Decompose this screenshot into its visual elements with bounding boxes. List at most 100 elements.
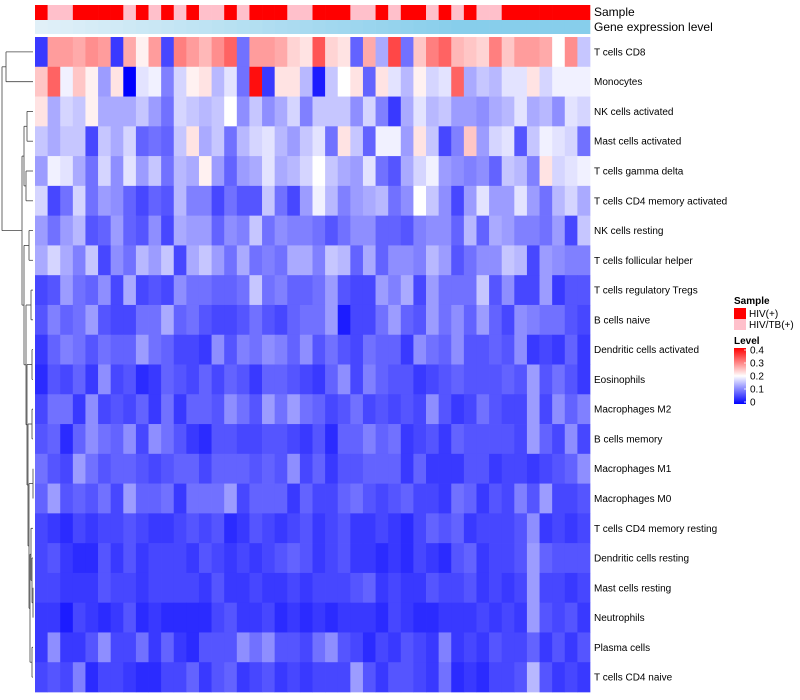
heatmap-cell bbox=[476, 304, 490, 336]
heatmap-cell bbox=[312, 96, 326, 127]
sample-annotation-cell bbox=[400, 5, 414, 20]
row-label: T cells regulatory Tregs bbox=[594, 286, 698, 297]
heatmap-cell bbox=[438, 543, 452, 574]
heatmap-cell bbox=[426, 364, 439, 395]
heatmap-cell bbox=[539, 394, 553, 425]
gene-expression-annotation-cell bbox=[539, 20, 553, 34]
heatmap-cell bbox=[463, 483, 477, 514]
heatmap-cell bbox=[388, 275, 402, 306]
heatmap-cell bbox=[312, 304, 326, 336]
heatmap-cell bbox=[85, 96, 99, 127]
heatmap-cell bbox=[325, 304, 339, 336]
heatmap-cell bbox=[388, 215, 402, 246]
heatmap-cell bbox=[262, 572, 276, 604]
heatmap-cell bbox=[161, 215, 175, 246]
heatmap-cell bbox=[287, 394, 301, 425]
heatmap-cell bbox=[135, 37, 149, 68]
legend-colorbar bbox=[734, 348, 746, 404]
heatmap-cell bbox=[400, 215, 414, 246]
gene-expression-annotation-cell bbox=[249, 20, 263, 34]
heatmap-cell bbox=[514, 453, 528, 484]
heatmap-cell bbox=[211, 304, 225, 336]
heatmap-cell bbox=[198, 662, 212, 693]
sample-annotation-cell bbox=[72, 5, 86, 20]
row-labels: T cells CD8 Monocytes NK cells activated Ma… bbox=[594, 47, 727, 683]
heatmap-cell bbox=[413, 215, 427, 246]
heatmap-cell bbox=[148, 662, 162, 693]
heatmap-cell bbox=[123, 275, 137, 306]
heatmap-cell bbox=[135, 394, 149, 425]
heatmap-cell bbox=[388, 453, 402, 484]
heatmap-cell bbox=[123, 543, 137, 574]
heatmap-cell bbox=[98, 424, 112, 455]
heatmap-cell bbox=[388, 364, 402, 395]
heatmap-cell bbox=[60, 364, 74, 395]
heatmap-cell bbox=[85, 602, 99, 633]
heatmap-cell bbox=[564, 37, 578, 68]
heatmap-cell bbox=[312, 185, 326, 216]
heatmap-cell bbox=[388, 572, 402, 604]
heatmap-cell bbox=[539, 215, 553, 246]
heatmap-cell bbox=[451, 543, 465, 574]
heatmap-cell bbox=[552, 632, 566, 663]
heatmap-cell bbox=[186, 394, 200, 425]
sample-annotation-cell bbox=[312, 5, 326, 20]
heatmap-cell bbox=[60, 126, 74, 157]
heatmap-cell bbox=[350, 602, 364, 633]
gene-expression-annotation-cell bbox=[463, 20, 477, 34]
heatmap-cell bbox=[85, 513, 99, 544]
heatmap-cell bbox=[148, 37, 162, 68]
heatmap-cell bbox=[476, 245, 490, 276]
row-dendrogram bbox=[1, 51, 34, 678]
sample-annotation-bar bbox=[35, 5, 591, 20]
heatmap-cells bbox=[35, 37, 591, 693]
heatmap-cell bbox=[564, 572, 578, 604]
heatmap-cell bbox=[47, 543, 61, 574]
heatmap-cell bbox=[161, 424, 175, 455]
heatmap-cell bbox=[526, 543, 540, 574]
heatmap-cell bbox=[72, 602, 86, 633]
legend-hiv-swatch bbox=[734, 308, 746, 319]
heatmap-cell bbox=[60, 66, 74, 97]
heatmap-cell bbox=[287, 275, 301, 306]
heatmap-cell bbox=[35, 156, 48, 187]
heatmap-cell bbox=[274, 156, 288, 187]
heatmap-cell bbox=[287, 483, 301, 514]
heatmap-cell bbox=[148, 394, 162, 425]
heatmap-cell bbox=[299, 424, 313, 455]
row-label: Mast cells resting bbox=[594, 583, 671, 594]
heatmap-cell bbox=[148, 364, 162, 395]
heatmap-cell bbox=[173, 364, 187, 395]
heatmap-cell bbox=[135, 483, 149, 514]
sample-annotation-cell bbox=[299, 5, 313, 20]
heatmap-cell bbox=[72, 156, 86, 187]
heatmap-cell bbox=[287, 543, 301, 574]
heatmap-cell bbox=[489, 304, 503, 336]
heatmap-cell bbox=[211, 543, 225, 574]
heatmap-cell bbox=[47, 156, 61, 187]
heatmap-cell bbox=[312, 513, 326, 544]
sample-annotation-cell bbox=[577, 5, 591, 20]
heatmap-cell bbox=[400, 334, 414, 365]
sample-annotation-cell bbox=[161, 5, 175, 20]
heatmap-cell bbox=[72, 632, 86, 663]
heatmap-cell bbox=[110, 334, 124, 365]
heatmap-cell bbox=[224, 543, 238, 574]
heatmap-cell bbox=[552, 483, 566, 514]
row-label: T cells CD4 memory resting bbox=[594, 524, 717, 535]
heatmap-cell bbox=[476, 572, 490, 604]
heatmap-cell bbox=[514, 483, 528, 514]
heatmap-cell bbox=[564, 245, 578, 276]
heatmap-cell bbox=[123, 632, 137, 663]
heatmap-cell bbox=[337, 513, 351, 544]
heatmap-cell bbox=[564, 185, 578, 216]
heatmap-cell bbox=[299, 572, 313, 604]
heatmap-cell bbox=[426, 185, 439, 216]
heatmap-cell bbox=[35, 543, 48, 574]
heatmap-cell bbox=[224, 334, 238, 365]
heatmap-cell bbox=[249, 662, 263, 693]
heatmap-cell bbox=[224, 245, 238, 276]
heatmap-cell bbox=[476, 96, 490, 127]
heatmap-cell bbox=[98, 126, 112, 157]
heatmap-cell bbox=[47, 394, 61, 425]
